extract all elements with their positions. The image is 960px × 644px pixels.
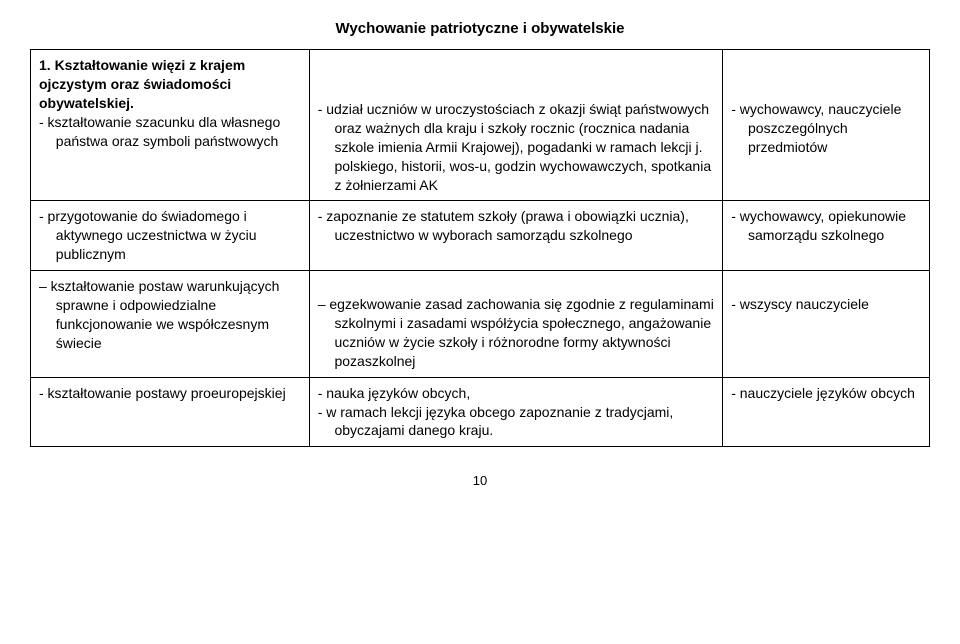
list-item: - nauczyciele języków obcych — [731, 384, 921, 403]
table-row: - przygotowanie do świadomego i aktywneg… — [31, 201, 930, 271]
cell-right: - wychowawcy, opiekunowie samorządu szko… — [723, 201, 930, 271]
cell-right: - nauczyciele języków obcych — [723, 377, 930, 447]
list-item: - wszyscy nauczyciele — [731, 295, 921, 314]
list-item: – egzekwowanie zasad zachowania się zgod… — [318, 295, 715, 371]
list-item: - wychowawcy, opiekunowie samorządu szko… — [731, 207, 921, 245]
cell-right: - wszyscy nauczyciele — [723, 271, 930, 378]
table-row: – kształtowanie postaw warunkujących spr… — [31, 271, 930, 378]
cell-middle: - udział uczniów w uroczystościach z oka… — [309, 50, 723, 201]
table-row: 1. Kształtowanie więzi z krajem ojczysty… — [31, 50, 930, 201]
cell-middle: - nauka języków obcych, - w ramach lekcj… — [309, 377, 723, 447]
list-item: - zapoznanie ze statutem szkoły (prawa i… — [318, 207, 715, 245]
cell-left: – kształtowanie postaw warunkujących spr… — [31, 271, 310, 378]
row-heading: 1. Kształtowanie więzi z krajem ojczysty… — [39, 56, 301, 113]
cell-left: - przygotowanie do świadomego i aktywneg… — [31, 201, 310, 271]
list-item: - udział uczniów w uroczystościach z oka… — [318, 100, 715, 194]
cell-middle: - zapoznanie ze statutem szkoły (prawa i… — [309, 201, 723, 271]
list-item: - przygotowanie do świadomego i aktywneg… — [39, 207, 301, 264]
list-item: - nauka języków obcych, — [318, 384, 715, 403]
content-table: 1. Kształtowanie więzi z krajem ojczysty… — [30, 49, 930, 447]
list-item: - kształtowanie postawy proeuropejskiej — [39, 384, 301, 403]
cell-left: 1. Kształtowanie więzi z krajem ojczysty… — [31, 50, 310, 201]
list-item: - wychowawcy, nauczyciele poszczególnych… — [731, 100, 921, 157]
cell-left: - kształtowanie postawy proeuropejskiej — [31, 377, 310, 447]
cell-middle: – egzekwowanie zasad zachowania się zgod… — [309, 271, 723, 378]
page-title: Wychowanie patriotyczne i obywatelskie — [30, 20, 930, 37]
list-item: - kształtowanie szacunku dla własnego pa… — [39, 113, 301, 151]
cell-right: - wychowawcy, nauczyciele poszczególnych… — [723, 50, 930, 201]
list-item: – kształtowanie postaw warunkujących spr… — [39, 277, 301, 353]
page-number: 10 — [30, 473, 930, 488]
list-item: - w ramach lekcji języka obcego zapoznan… — [318, 403, 715, 441]
table-row: - kształtowanie postawy proeuropejskiej … — [31, 377, 930, 447]
